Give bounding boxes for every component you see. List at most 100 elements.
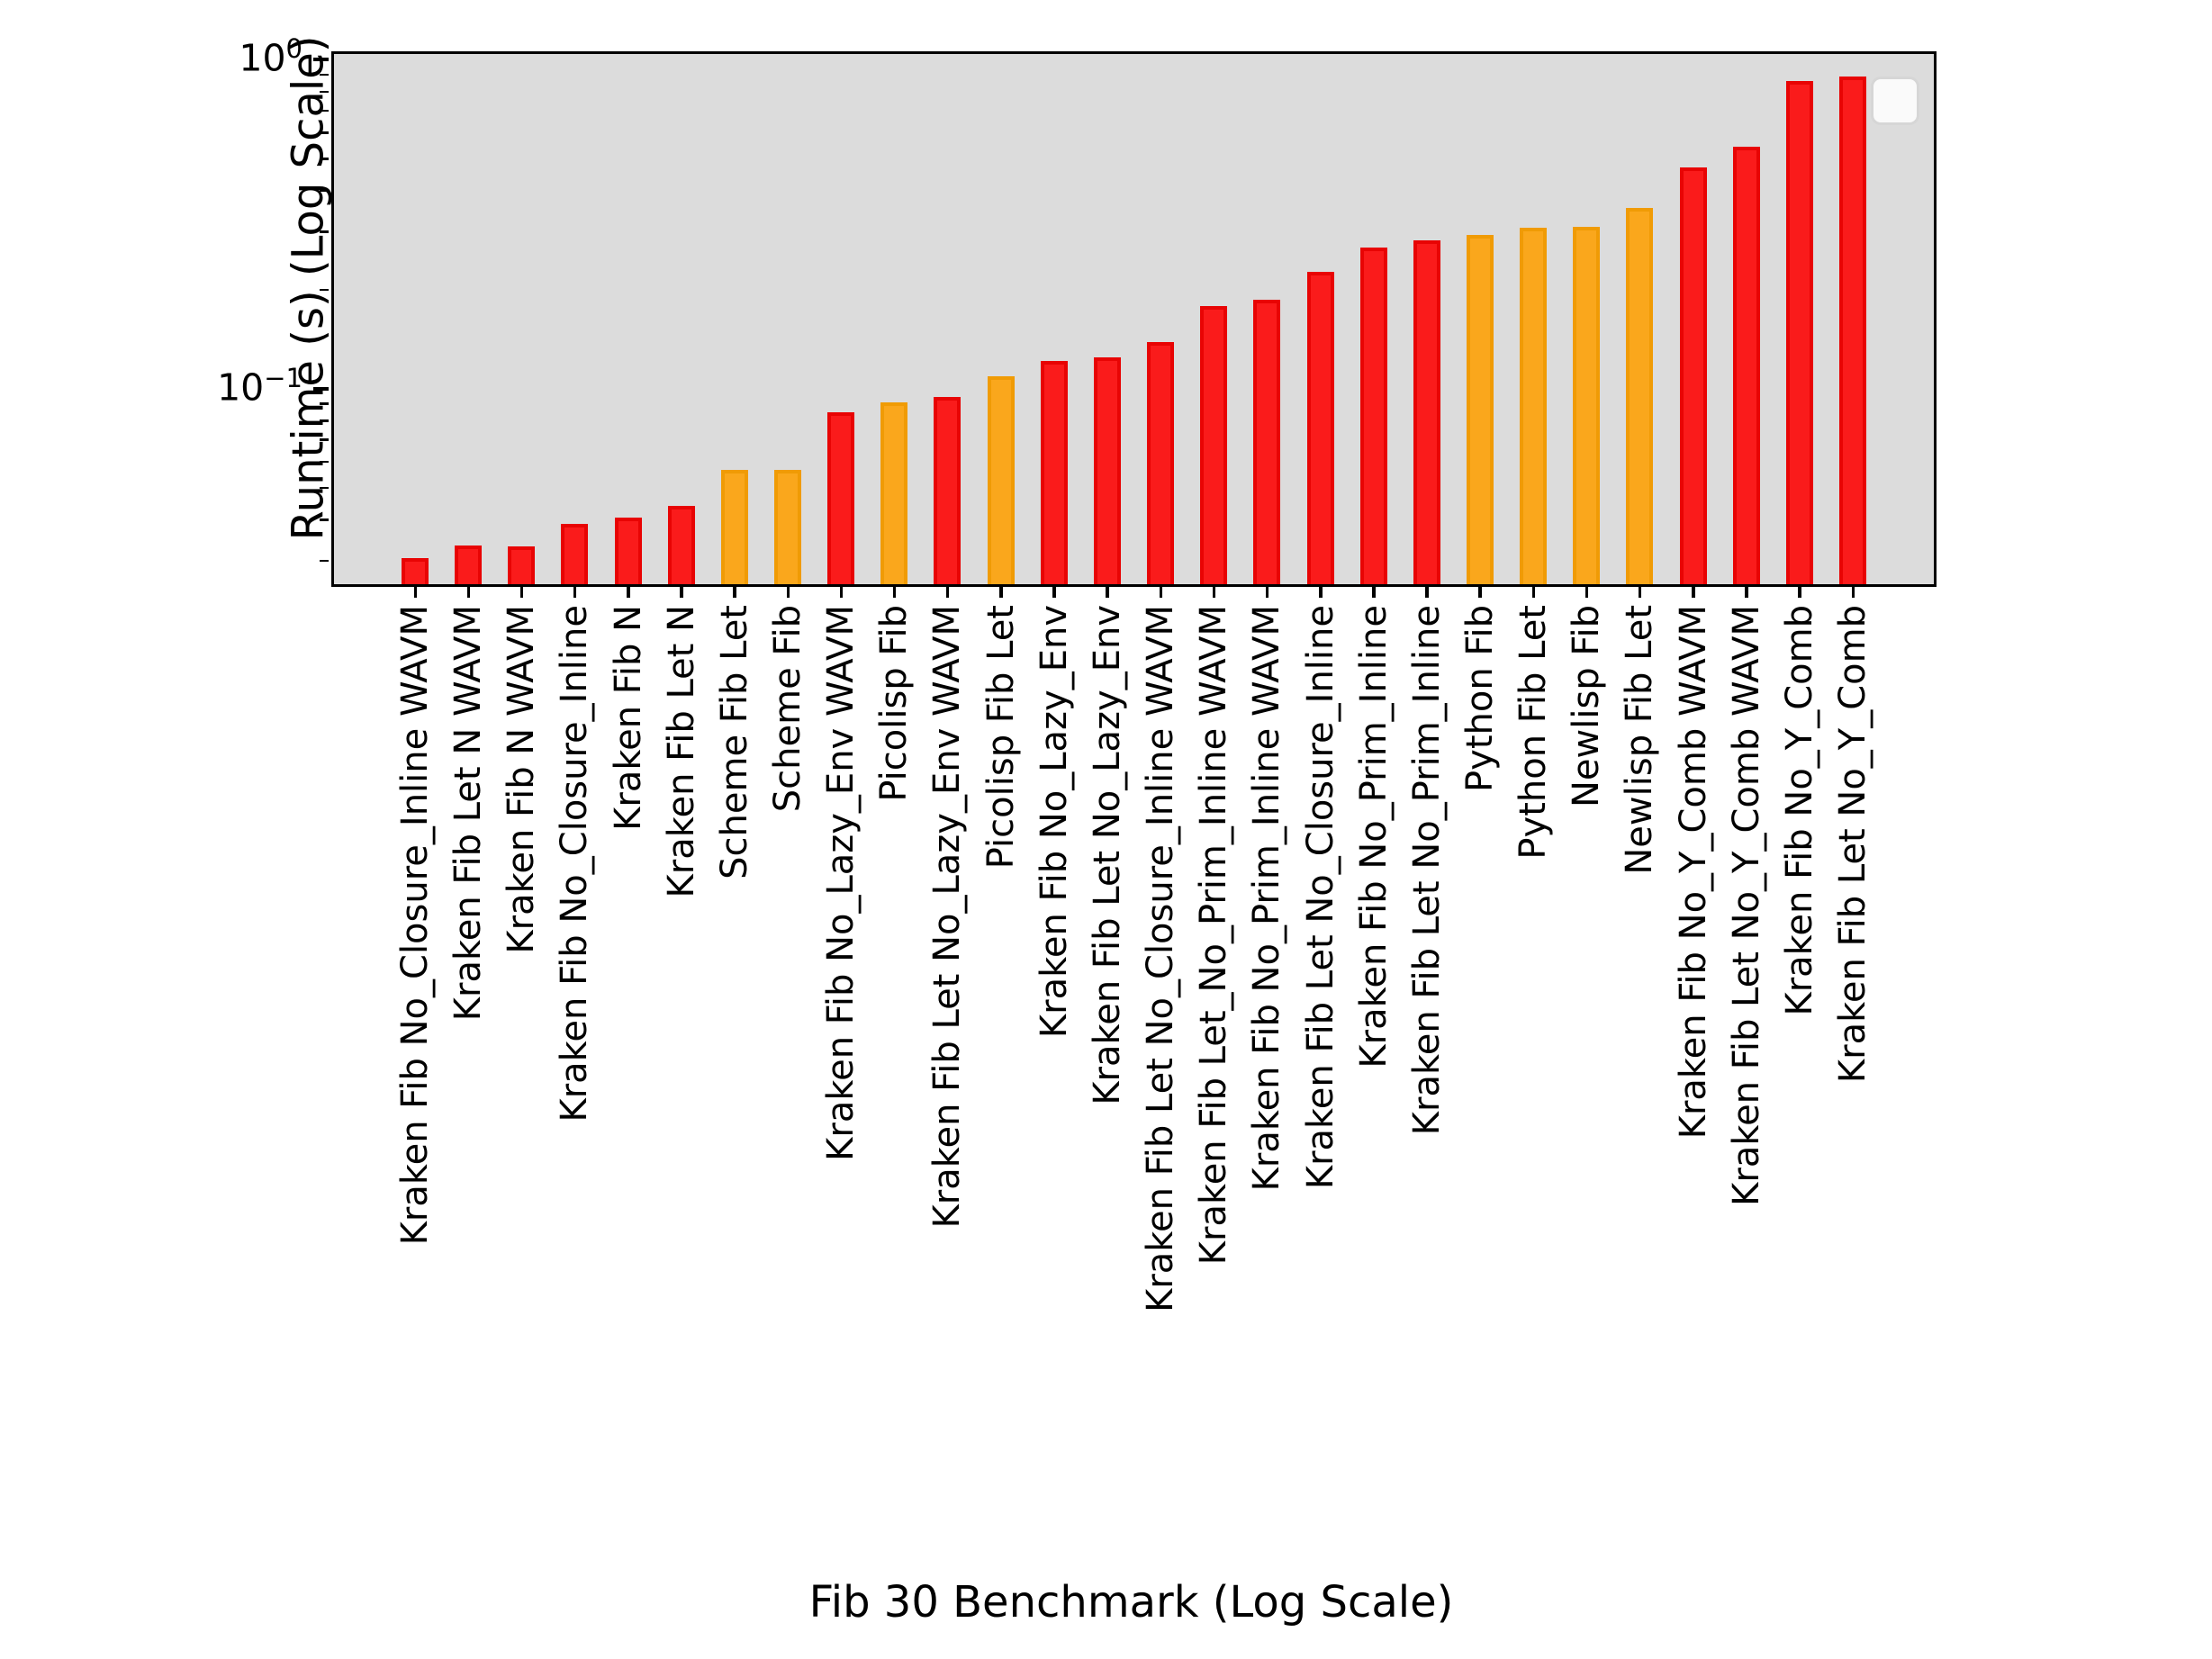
bar-3	[508, 545, 536, 584]
x-tick-label: Python Fib	[1458, 605, 1501, 792]
x-tick-label: Kraken Fib No_Y_Comb	[1778, 605, 1820, 1016]
x-tick	[786, 584, 790, 598]
x-tick	[733, 584, 736, 598]
bar-12	[987, 376, 1015, 584]
x-tick-label: Picolisp Fib	[873, 605, 916, 802]
bar-15	[1147, 342, 1175, 584]
bar-14	[1093, 356, 1121, 584]
x-tick	[573, 584, 577, 598]
y-tick-label: 100	[239, 33, 302, 80]
x-tick-label: Kraken Fib Let No_Lazy_Env WAVM	[926, 605, 969, 1229]
y-minor-tick	[320, 288, 329, 292]
y-minor-tick	[320, 131, 329, 134]
y-tick-label: 10−1	[217, 362, 302, 410]
x-tick	[1159, 584, 1163, 598]
x-tick	[945, 584, 950, 598]
x-tick-label: Kraken Fib Let No_Closure_Inline WAVM	[1140, 605, 1182, 1312]
y-minor-tick	[320, 419, 329, 422]
x-tick	[680, 584, 683, 598]
legend-box	[1871, 77, 1919, 125]
x-tick-label: Kraken Fib N	[607, 605, 649, 831]
x-tick-label: Kraken Fib No_Closure_Inline WAVM	[394, 605, 436, 1246]
y-minor-tick	[320, 438, 329, 441]
y-minor-tick	[320, 486, 329, 490]
y-minor-tick	[320, 559, 329, 563]
y-major-tick	[313, 58, 329, 62]
y-minor-tick	[320, 230, 329, 233]
x-tick-label: Kraken Fib Let No_Lazy_Env	[1086, 605, 1128, 1105]
x-tick-label: Kraken Fib Let N	[660, 605, 702, 898]
x-tick	[1052, 584, 1056, 598]
bar-7	[720, 469, 748, 584]
x-tick	[1692, 584, 1695, 598]
y-minor-tick	[320, 189, 329, 193]
x-tick	[1745, 584, 1748, 598]
bar-6	[667, 505, 695, 584]
x-tick-label: Kraken Fib N WAVM	[501, 605, 543, 954]
x-tick	[1531, 584, 1536, 598]
bar-23	[1573, 226, 1601, 584]
bar-24	[1626, 208, 1654, 584]
bar-18	[1306, 271, 1334, 584]
x-tick-label: Kraken Fib Let No_Prim_Inline	[1405, 605, 1448, 1136]
bar-10	[880, 401, 908, 584]
x-tick-label: Kraken Fib No_Prim_Inline	[1352, 605, 1395, 1068]
x-axis-label: Fib 30 Benchmark (Log Scale)	[808, 1577, 1454, 1627]
bar-16	[1200, 306, 1228, 584]
bar-27	[1785, 81, 1813, 584]
x-tick	[1372, 584, 1376, 598]
x-tick-label: Newlisp Fib Let	[1619, 605, 1661, 875]
bar-5	[614, 517, 642, 584]
bar-21	[1466, 235, 1494, 584]
bar-4	[561, 523, 589, 584]
bar-26	[1732, 147, 1760, 584]
x-tick-label: Kraken Fib Let No_Closure_Inline	[1299, 605, 1341, 1190]
x-tick	[466, 584, 471, 598]
x-tick	[839, 584, 844, 598]
bar-22	[1520, 227, 1548, 584]
x-tick	[1638, 584, 1642, 598]
bar-11	[934, 396, 962, 584]
x-tick-label: Kraken Fib No_Lazy_Env	[1033, 605, 1075, 1039]
x-tick	[413, 584, 417, 598]
x-tick	[892, 584, 897, 598]
x-tick-label: Kraken Fib Let No_Y_Comb	[1832, 605, 1873, 1084]
x-tick	[1212, 584, 1216, 598]
x-tick	[1851, 584, 1855, 598]
x-tick-label: Scheme Fib Let	[713, 605, 755, 879]
x-tick-label: Kraken Fib No_Closure_Inline	[554, 605, 596, 1123]
y-major-tick	[313, 386, 329, 391]
bar-19	[1359, 247, 1387, 584]
bar-1	[402, 557, 429, 584]
x-tick	[1478, 584, 1482, 598]
bar-25	[1679, 167, 1707, 584]
x-tick	[1585, 584, 1589, 598]
y-minor-tick	[320, 402, 329, 405]
x-tick	[519, 584, 524, 598]
y-minor-tick	[320, 90, 329, 94]
bar-9	[827, 411, 855, 584]
x-tick	[1106, 584, 1109, 598]
x-tick-label: Kraken Fib No_Lazy_Env WAVM	[820, 605, 862, 1161]
x-tick-label: Kraken Fib No_Prim_Inline WAVM	[1246, 605, 1288, 1192]
x-tick-label: Scheme Fib	[767, 605, 809, 813]
plot-area	[331, 51, 1937, 587]
x-tick-label: Kraken Fib Let No_Y_Comb WAVM	[1725, 605, 1767, 1206]
x-tick-label: Picolisp Fib Let	[980, 605, 1022, 870]
x-tick	[1425, 584, 1429, 598]
x-tick-label: Kraken Fib No_Y_Comb WAVM	[1672, 605, 1714, 1140]
x-tick	[1798, 584, 1801, 598]
x-tick	[1319, 584, 1323, 598]
x-tick	[1265, 584, 1269, 598]
x-tick	[999, 584, 1003, 598]
bar-13	[1040, 360, 1068, 584]
x-tick-label: Newlisp Fib	[1566, 605, 1608, 808]
x-tick-label: Kraken Fib Let_No_Prim_Inline WAVM	[1193, 605, 1235, 1266]
bar-17	[1253, 299, 1281, 584]
y-minor-tick	[320, 460, 329, 464]
y-minor-tick	[320, 109, 329, 113]
bar-8	[774, 469, 802, 584]
x-tick	[627, 584, 630, 598]
bar-20	[1413, 240, 1440, 584]
